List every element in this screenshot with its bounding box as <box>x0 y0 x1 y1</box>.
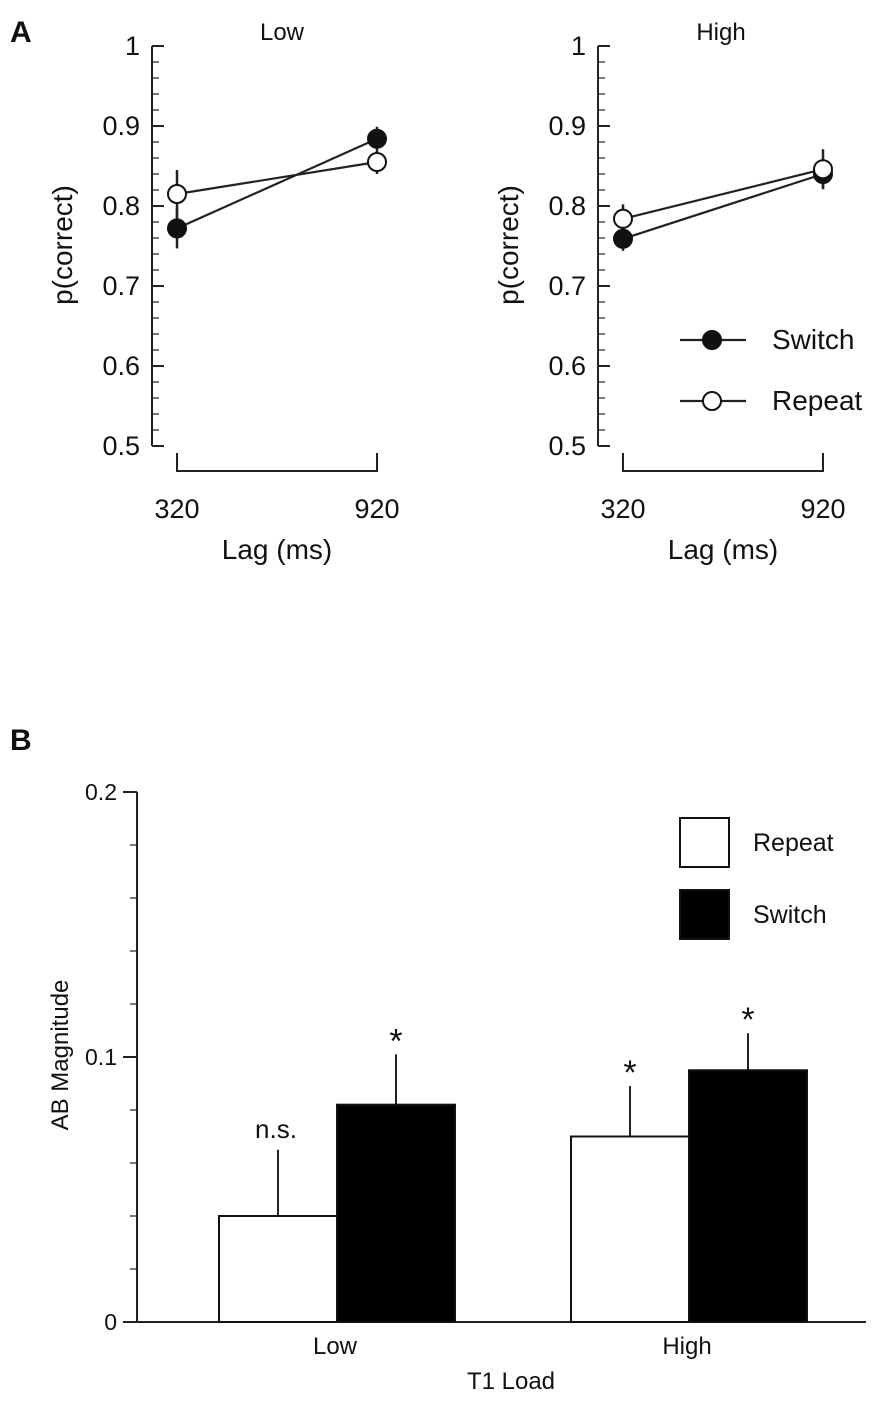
y-axis-label: p(correct) <box>47 185 78 305</box>
y-tick-label: 0.5 <box>548 431 586 461</box>
x-tick-label: High <box>662 1333 711 1360</box>
legend-a: Switch Repeat <box>680 324 863 416</box>
significance-label: * <box>389 1022 402 1060</box>
series-line-switch <box>622 172 824 240</box>
y-tick-label: 0.9 <box>548 111 586 141</box>
data-point-repeat <box>167 184 187 204</box>
data-point-repeat <box>367 152 387 172</box>
chart-ab-magnitude: 0 0.1 0.2 AB Magnitude Low High T1 Load n.s. * * *… <box>47 779 866 1395</box>
legend-label-switch: Switch <box>753 901 827 929</box>
bar-repeat <box>218 1215 338 1323</box>
bar-switch <box>336 1103 456 1323</box>
y-tick-label: 0.9 <box>102 111 140 141</box>
x-tick-label: 920 <box>800 494 845 524</box>
legend-swatch-switch <box>679 889 730 940</box>
legend-label-switch: Switch <box>772 324 854 355</box>
x-axis-bracket <box>622 453 824 472</box>
legend-marker-repeat <box>702 391 722 411</box>
bar-switch <box>688 1069 808 1323</box>
chart-title: High <box>696 19 745 46</box>
y-tick-label: 1 <box>571 31 586 61</box>
y-tick-label: 0.7 <box>548 271 586 301</box>
legend-swatch-repeat <box>679 817 730 868</box>
x-tick-label: Low <box>313 1333 358 1360</box>
x-tick-label: 320 <box>600 494 645 524</box>
series-line-repeat <box>622 168 824 220</box>
data-point-switch <box>167 218 187 239</box>
y-axis-label: p(correct) <box>493 185 524 305</box>
chart-high-load: High 0.5 0.6 0.7 0.8 0.9 1 p(correct) 320 920 Lag … <box>493 19 846 565</box>
data-point-switch <box>367 128 387 149</box>
y-tick-label: 0.8 <box>102 191 140 221</box>
y-tick-label: 0.8 <box>548 191 586 221</box>
panel-label-a: A <box>10 16 32 49</box>
significance-label: n.s. <box>255 1114 297 1144</box>
y-tick-label: 0.6 <box>102 351 140 381</box>
x-axis-label: T1 Load <box>467 1368 555 1395</box>
bar-repeat <box>570 1135 690 1323</box>
series-line-repeat <box>176 160 378 196</box>
panel-label-b: B <box>10 724 32 757</box>
x-axis-bracket <box>176 453 378 472</box>
chart-title: Low <box>260 19 305 46</box>
y-tick-label: 0.5 <box>102 431 140 461</box>
legend-label-repeat: Repeat <box>753 829 834 857</box>
legend-marker-switch <box>702 330 722 350</box>
x-axis-label: Lag (ms) <box>668 534 778 565</box>
x-tick-label: 920 <box>354 494 399 524</box>
legend-label-repeat: Repeat <box>772 385 863 416</box>
y-tick-label: 0 <box>104 1309 117 1335</box>
data-point-repeat <box>813 159 833 180</box>
y-tick-label: 1 <box>125 31 140 61</box>
x-tick-label: 320 <box>154 494 199 524</box>
significance-label: * <box>741 1001 754 1039</box>
significance-label: * <box>623 1054 636 1092</box>
y-tick-label: 0.6 <box>548 351 586 381</box>
y-tick-label: 0.1 <box>85 1044 117 1070</box>
x-axis-label: Lag (ms) <box>222 534 332 565</box>
y-axis-label: AB Magnitude <box>47 980 74 1131</box>
data-point-repeat <box>613 208 633 229</box>
data-point-switch <box>613 228 633 249</box>
y-tick-label: 0.7 <box>102 271 140 301</box>
y-tick-label: 0.2 <box>85 779 117 805</box>
series-line-switch <box>176 137 378 230</box>
chart-low-load: Low 0.5 0.6 0.7 0.8 0.9 1 p(correct) 320 920 Lag (… <box>47 19 400 565</box>
